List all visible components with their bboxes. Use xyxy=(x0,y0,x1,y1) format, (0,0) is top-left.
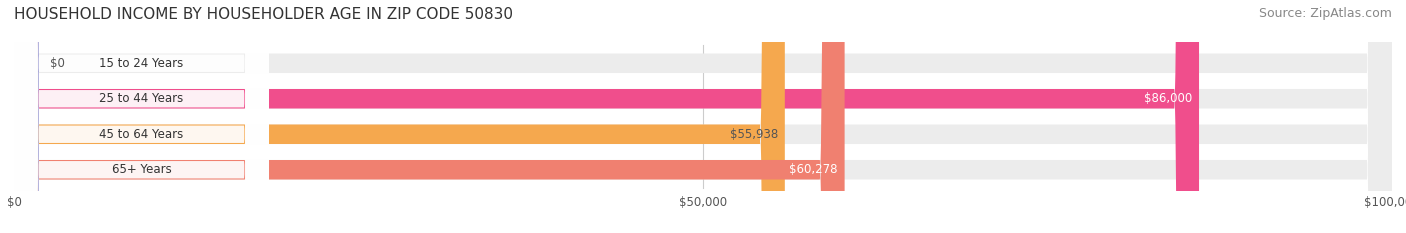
FancyBboxPatch shape xyxy=(14,0,269,233)
Text: HOUSEHOLD INCOME BY HOUSEHOLDER AGE IN ZIP CODE 50830: HOUSEHOLD INCOME BY HOUSEHOLDER AGE IN Z… xyxy=(14,7,513,22)
Text: $60,278: $60,278 xyxy=(789,163,838,176)
FancyBboxPatch shape xyxy=(14,0,39,233)
Text: 45 to 64 Years: 45 to 64 Years xyxy=(100,128,184,141)
FancyBboxPatch shape xyxy=(14,0,1392,233)
FancyBboxPatch shape xyxy=(14,0,1392,233)
Text: $0: $0 xyxy=(49,57,65,70)
FancyBboxPatch shape xyxy=(14,0,845,233)
Text: $86,000: $86,000 xyxy=(1144,92,1192,105)
FancyBboxPatch shape xyxy=(14,0,269,233)
Text: Source: ZipAtlas.com: Source: ZipAtlas.com xyxy=(1258,7,1392,20)
FancyBboxPatch shape xyxy=(14,0,269,233)
FancyBboxPatch shape xyxy=(14,0,1392,233)
FancyBboxPatch shape xyxy=(14,0,1392,233)
FancyBboxPatch shape xyxy=(14,0,269,233)
Text: 25 to 44 Years: 25 to 44 Years xyxy=(100,92,184,105)
FancyBboxPatch shape xyxy=(14,0,1199,233)
FancyBboxPatch shape xyxy=(14,0,785,233)
Text: 15 to 24 Years: 15 to 24 Years xyxy=(100,57,184,70)
Text: 65+ Years: 65+ Years xyxy=(111,163,172,176)
Text: $55,938: $55,938 xyxy=(730,128,778,141)
